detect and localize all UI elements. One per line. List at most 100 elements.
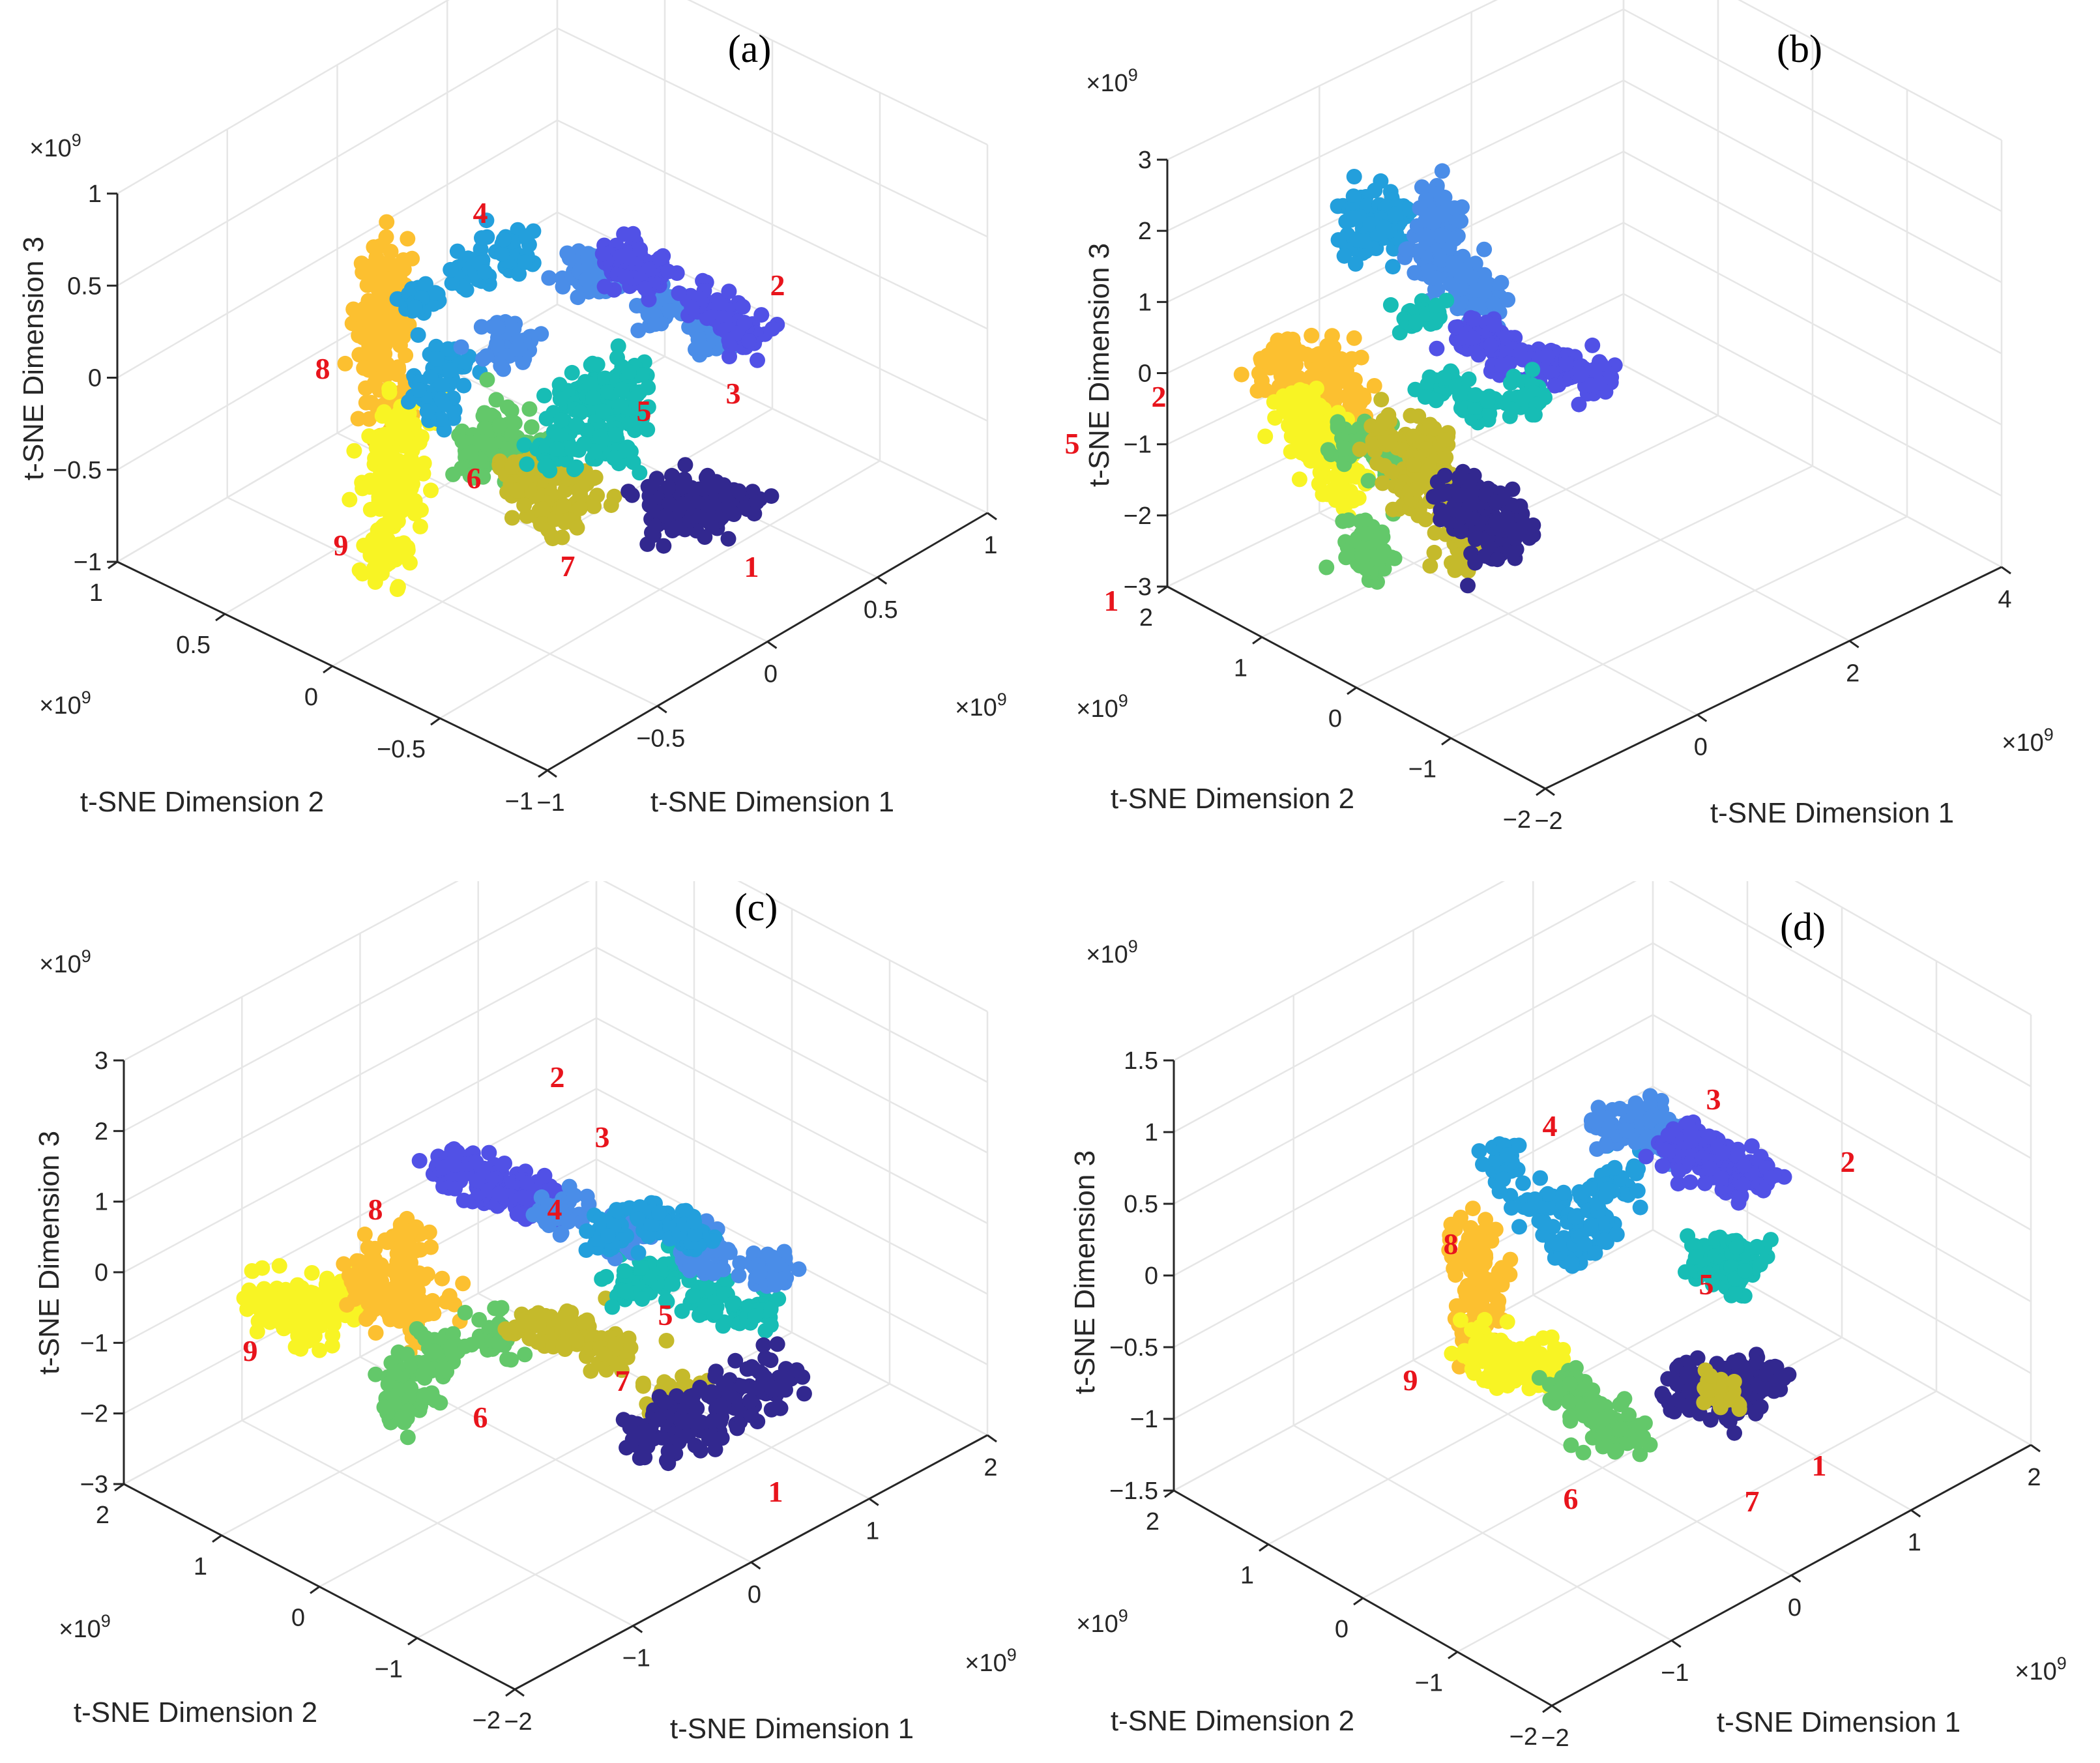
data-point [1410,243,1426,259]
data-point [1370,551,1386,567]
data-point [442,362,458,378]
cluster-1 [620,457,780,554]
data-point [1629,1183,1646,1199]
data-point [642,480,658,496]
data-point [1330,232,1347,248]
data-point [1382,434,1398,450]
data-point [538,458,555,474]
data-point [587,443,603,459]
z-axis-label: t-SNE Dimension 3 [1069,1150,1101,1394]
data-point [364,325,379,342]
data-point [1625,1161,1641,1178]
data-point [640,1228,656,1244]
data-point [560,1214,576,1230]
data-point [440,341,456,357]
data-point [390,1240,406,1257]
data-point [441,1288,458,1304]
data-point [1257,382,1274,398]
data-point [1453,1299,1469,1315]
data-point [1616,1391,1633,1407]
y-tick [215,613,226,622]
data-point [707,1304,723,1320]
data-point [1532,1170,1549,1186]
data-point [729,325,746,342]
data-point [1417,389,1433,405]
data-point [453,339,469,355]
x-axis-label: t-SNE Dimension 1 [670,1713,914,1745]
cluster-label-2: 2 [550,1060,565,1094]
cluster-6 [368,1300,533,1446]
data-point [770,1399,787,1415]
z-tick-label: 0 [88,365,102,392]
panel-title: (d) [1780,905,1826,948]
data-point [1491,1183,1508,1199]
data-point [1467,297,1483,313]
data-point [1427,489,1443,505]
data-point [660,263,677,280]
data-point [491,418,508,435]
z-tick-label: 1 [1138,289,1152,316]
data-point [1474,1337,1491,1354]
x-tick-label: −1 [622,1645,650,1672]
z-tick-label: 2 [1138,218,1152,245]
data-point [1499,1147,1515,1163]
data-point [381,255,397,272]
data-point [1596,1425,1612,1442]
data-point [633,1260,649,1276]
data-point [392,1308,407,1324]
data-point [1481,1275,1497,1290]
data-point [412,518,428,534]
x-tick [987,512,997,521]
data-point [613,398,629,414]
data-point [349,1253,365,1269]
cluster-4 [578,1195,723,1261]
data-point [604,1299,620,1315]
data-point [1427,270,1443,286]
panel-title: (c) [735,886,778,929]
data-point [1543,365,1560,381]
cluster-1 [1425,463,1541,594]
data-point [1295,402,1311,418]
y-axis-label: t-SNE Dimension 2 [1111,783,1354,815]
y-tick [1441,737,1451,746]
data-point [1425,214,1441,230]
z-tick-label: 1 [88,181,102,208]
data-point [276,1304,293,1320]
data-point [519,1175,535,1191]
data-point [444,275,460,291]
data-point [1325,377,1341,394]
data-point [1364,418,1380,434]
data-point [708,1363,724,1380]
data-point [446,1154,462,1169]
data-point [1478,1212,1494,1228]
data-point [536,388,552,403]
data-point [1571,396,1587,413]
data-point [449,243,465,259]
data-point [1627,1095,1644,1111]
data-point [634,367,650,383]
data-point [1539,1186,1556,1202]
data-point [519,456,535,473]
data-point [420,1266,435,1283]
y-tick-label: 1 [194,1553,207,1581]
data-point [578,272,594,287]
panel-title: (b) [1777,27,1822,70]
x-tick-label: −2 [504,1708,532,1736]
data-point [1420,376,1436,392]
data-point [1499,1314,1515,1330]
x-tick [632,1625,643,1633]
data-point [1450,553,1466,570]
data-point [1382,297,1399,313]
data-point [447,1180,463,1197]
data-point [419,403,435,420]
data-point [1343,484,1358,500]
data-point [1609,1442,1624,1459]
data-point [521,1330,538,1347]
data-point [1631,1418,1647,1434]
data-point [1471,1285,1487,1302]
data-point [1446,231,1463,247]
data-point [687,1226,703,1242]
data-point [632,1199,648,1215]
data-point [1627,1134,1644,1150]
cluster-9 [342,381,451,597]
